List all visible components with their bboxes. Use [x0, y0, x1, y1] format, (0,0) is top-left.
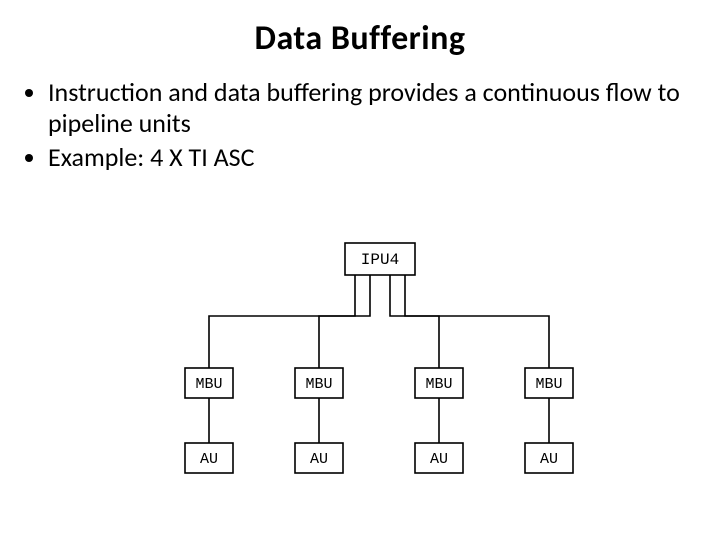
bullet-list: Instruction and data buffering provides … — [48, 77, 688, 173]
slide: Data Buffering Instruction and data buff… — [0, 18, 720, 558]
diagram-edge — [319, 275, 370, 368]
page-title: Data Buffering — [0, 18, 720, 59]
diagram-node-mbu2: MBU — [415, 368, 463, 398]
diagram-node-mbu3: MBU — [525, 368, 573, 398]
bullet-item: Instruction and data buffering provides … — [48, 77, 688, 138]
diagram-node-au1: AU — [295, 443, 343, 473]
diagram-edge — [209, 275, 355, 368]
diagram-node-label: MBU — [535, 376, 562, 393]
diagram-node-label: AU — [540, 451, 558, 468]
diagram-node-au2: AU — [415, 443, 463, 473]
diagram-node-mbu0: MBU — [185, 368, 233, 398]
diagram-svg: IPU4 MBU MBU MBU MBU AU AU AU AU — [155, 238, 605, 518]
diagram-node-label: IPU4 — [361, 251, 399, 269]
diagram-node-au3: AU — [525, 443, 573, 473]
diagram-node-label: AU — [430, 451, 448, 468]
diagram-node-label: AU — [200, 451, 218, 468]
diagram-node-label: MBU — [195, 376, 222, 393]
diagram-edge — [405, 275, 549, 368]
diagram-node-ipu: IPU4 — [345, 243, 415, 275]
diagram-node-label: MBU — [305, 376, 332, 393]
diagram-node-label: MBU — [425, 376, 452, 393]
bullet-item: Example: 4 X TI ASC — [48, 142, 688, 173]
diagram-node-mbu1: MBU — [295, 368, 343, 398]
diagram-node-au0: AU — [185, 443, 233, 473]
diagram-node-label: AU — [310, 451, 328, 468]
architecture-diagram: IPU4 MBU MBU MBU MBU AU AU AU AU — [155, 238, 605, 518]
diagram-edge — [390, 275, 439, 368]
